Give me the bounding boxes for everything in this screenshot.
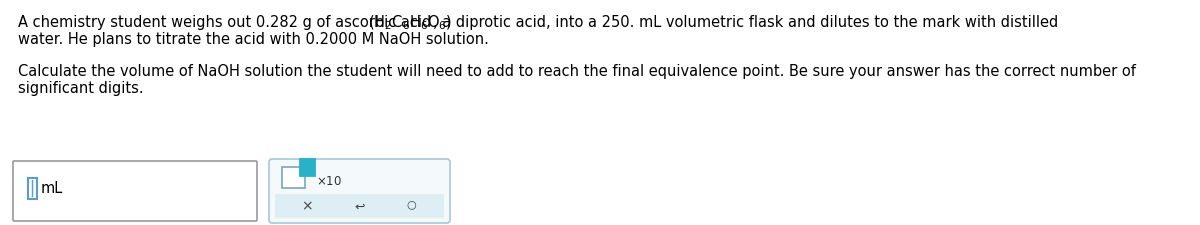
FancyBboxPatch shape bbox=[28, 178, 36, 199]
FancyBboxPatch shape bbox=[300, 160, 314, 176]
FancyBboxPatch shape bbox=[269, 159, 450, 223]
FancyBboxPatch shape bbox=[275, 194, 444, 218]
Text: $\bigcirc$: $\bigcirc$ bbox=[407, 200, 418, 212]
Text: water. He plans to titrate the acid with 0.2000 M NaOH solution.: water. He plans to titrate the acid with… bbox=[18, 32, 488, 47]
Text: Calculate the volume of NaOH solution the student will need to add to reach the : Calculate the volume of NaOH solution th… bbox=[18, 64, 1136, 79]
Text: , a diprotic acid, into a 250. mL volumetric flask and dilutes to the mark with : , a diprotic acid, into a 250. mL volume… bbox=[433, 15, 1058, 30]
Text: mL: mL bbox=[41, 181, 64, 196]
Text: A chemistry student weighs out 0.282 g of ascorbic acid: A chemistry student weighs out 0.282 g o… bbox=[18, 15, 436, 30]
Text: $\times$: $\times$ bbox=[301, 199, 313, 213]
FancyBboxPatch shape bbox=[13, 161, 257, 221]
Text: $\hookleftarrow$: $\hookleftarrow$ bbox=[353, 200, 366, 212]
FancyBboxPatch shape bbox=[282, 167, 305, 189]
Text: $\times$10: $\times$10 bbox=[316, 176, 342, 189]
Text: significant digits.: significant digits. bbox=[18, 81, 144, 96]
Text: $\left(\mathrm{H_2C_6H_6O_6}\right)$: $\left(\mathrm{H_2C_6H_6O_6}\right)$ bbox=[368, 14, 452, 32]
